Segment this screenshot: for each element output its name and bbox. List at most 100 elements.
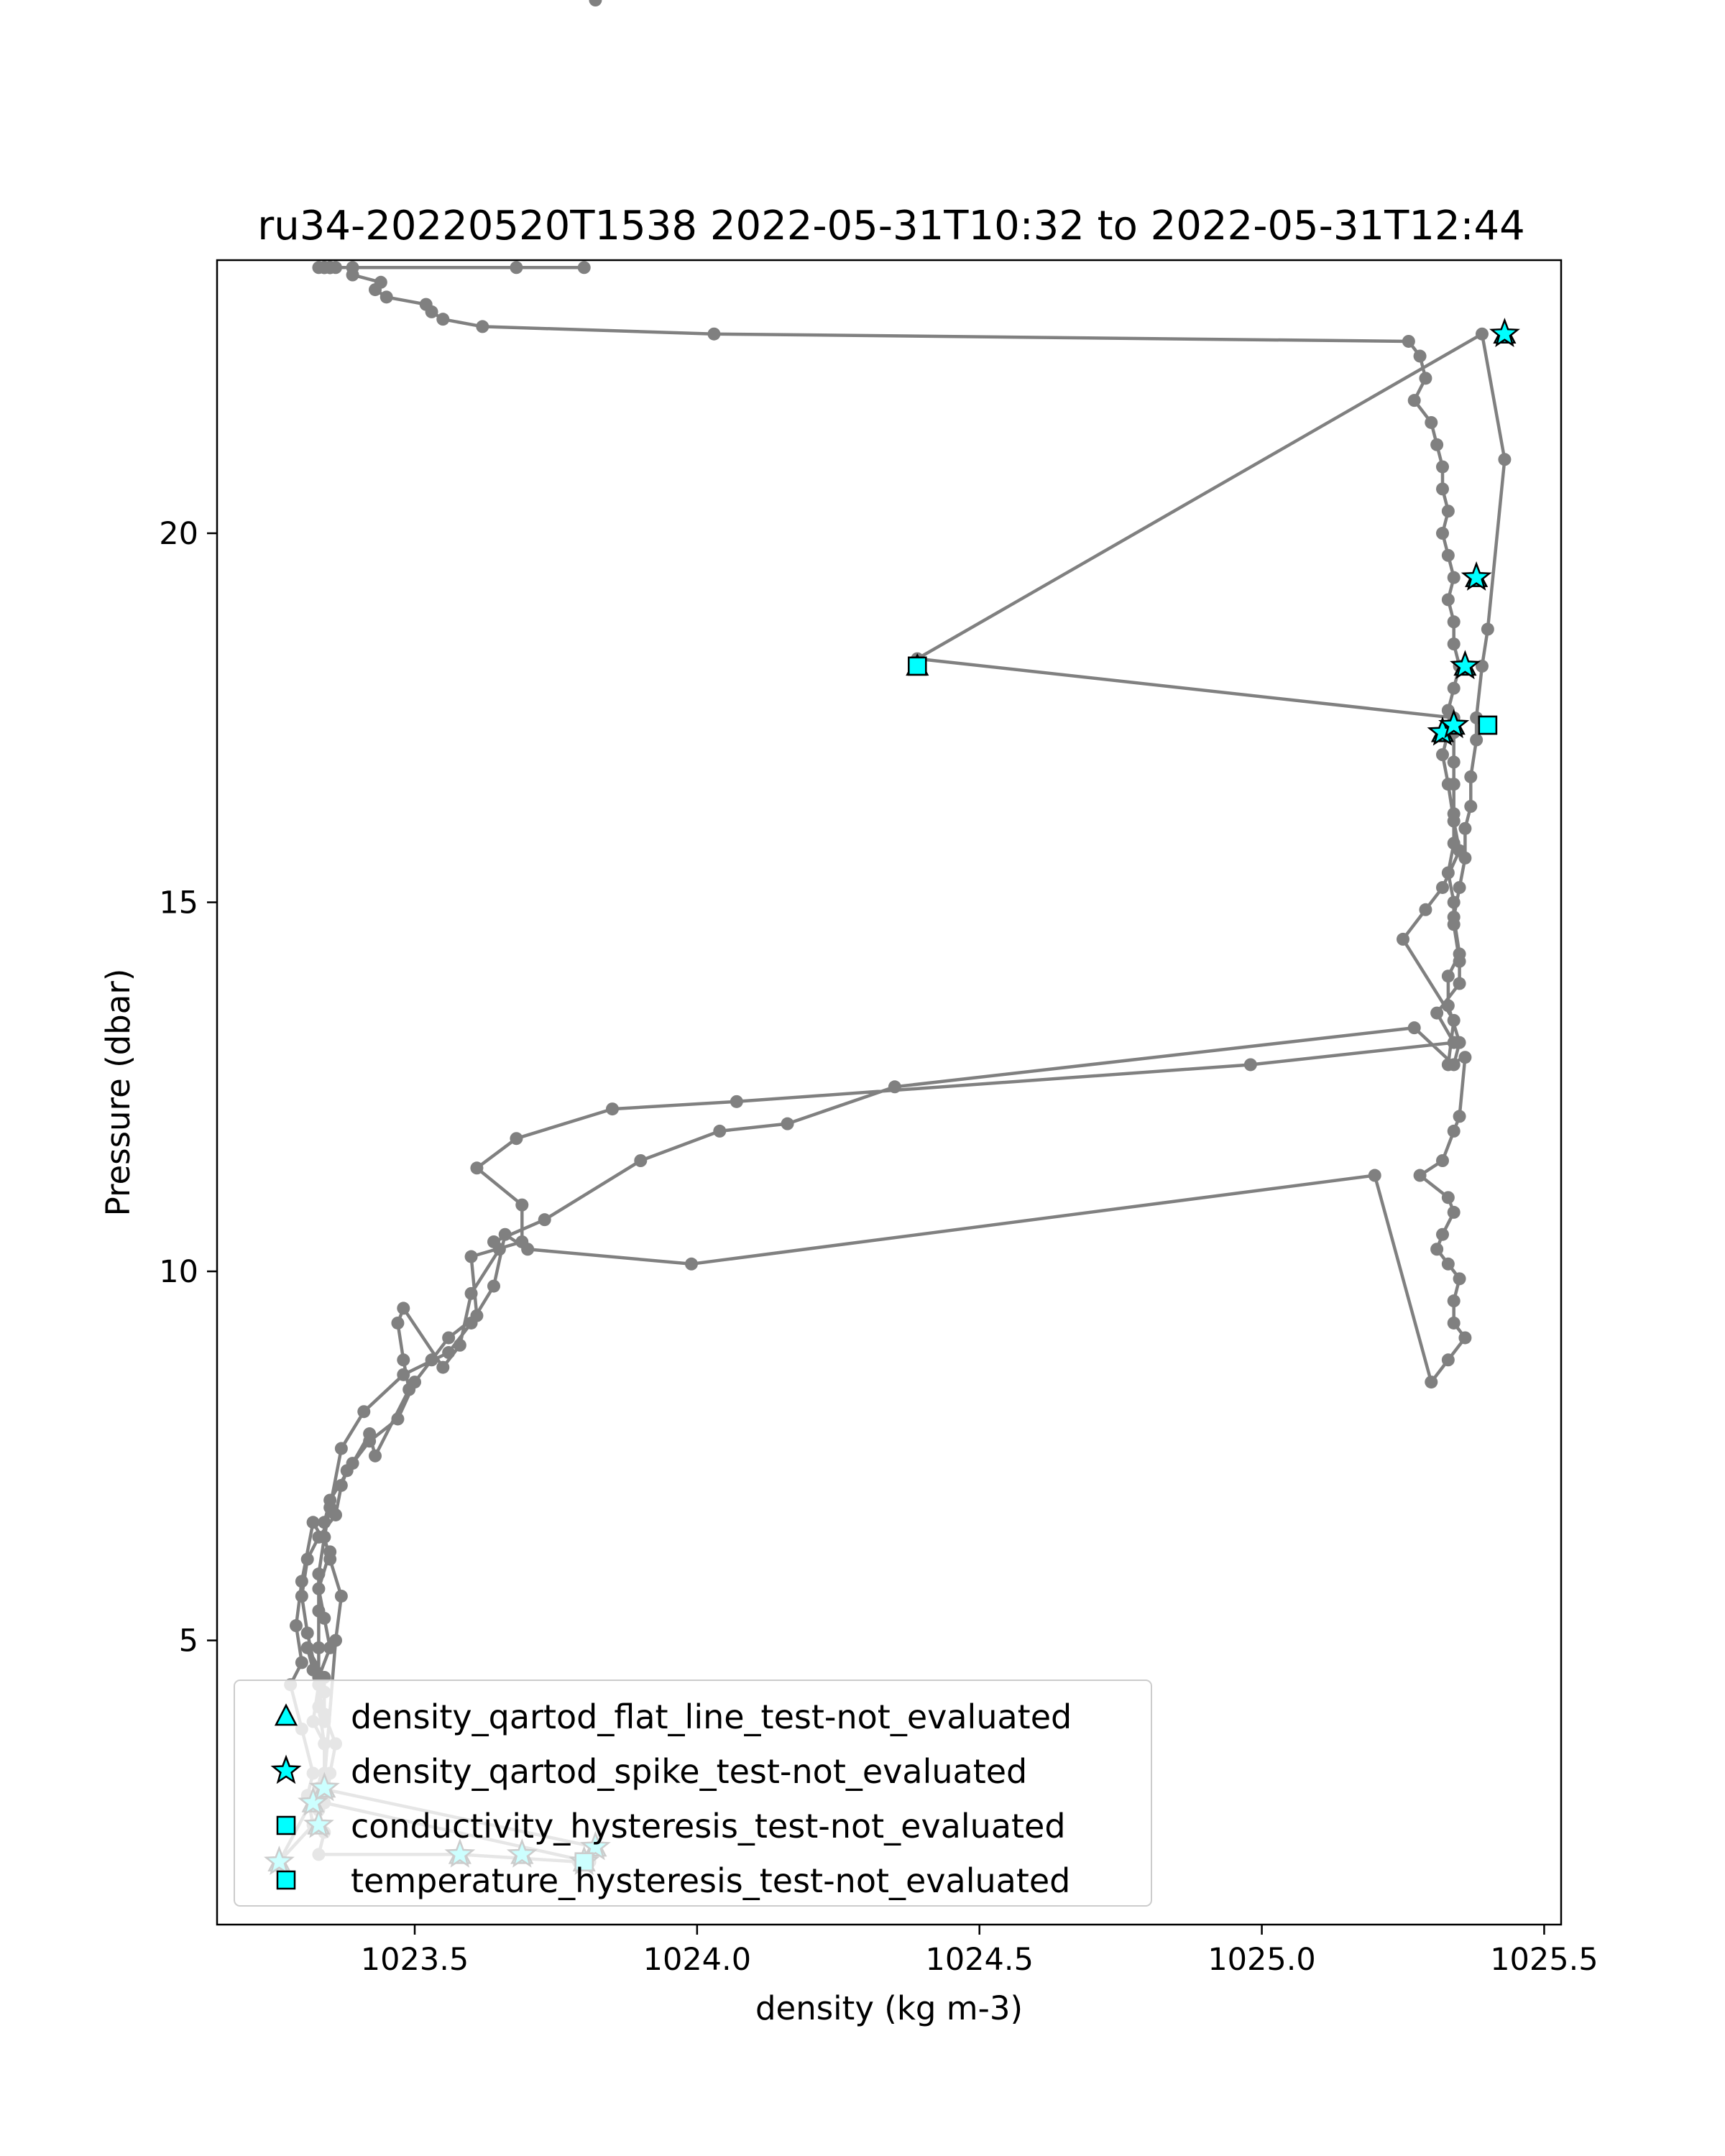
profile-point <box>1441 548 1455 562</box>
profile-point <box>1368 1169 1381 1182</box>
profile-point <box>1397 932 1409 946</box>
legend-label: temperature_hysteresis_test-not_evaluate… <box>351 1861 1070 1900</box>
profile-point <box>730 1095 743 1108</box>
star-marker <box>1438 709 1470 739</box>
profile-point <box>397 1368 410 1381</box>
profile-point <box>1447 807 1460 821</box>
x-tick-label: 1025.5 <box>1490 1942 1598 1978</box>
profile-point <box>1430 1006 1444 1020</box>
y-tick-label: 10 <box>159 1254 198 1290</box>
profile-point <box>312 1567 326 1581</box>
x-tick-label: 1024.5 <box>925 1942 1033 1978</box>
profile-point <box>464 1250 478 1263</box>
profile-point <box>470 1309 484 1322</box>
profile-point <box>369 1449 382 1462</box>
profile-point <box>1447 1013 1460 1027</box>
profile-point <box>1441 704 1455 717</box>
profile-point <box>374 275 387 289</box>
profile-point <box>425 1353 438 1367</box>
legend: density_qartod_flat_line_test-not_evalua… <box>234 1680 1152 1907</box>
profile-point <box>419 298 433 311</box>
profile-point <box>1441 1058 1455 1072</box>
profile-point <box>1447 837 1460 850</box>
plot-area-frame <box>216 259 1563 1926</box>
profile-point <box>577 261 591 275</box>
profile-point <box>1453 954 1466 968</box>
profile-point <box>436 1360 450 1374</box>
profile-point <box>1453 1272 1466 1286</box>
y-axis-ticks: 5 10 15 20 <box>159 516 217 1659</box>
profile-point <box>1464 800 1478 814</box>
legend-label: density_qartod_flat_line_test-not_evalua… <box>351 1697 1072 1736</box>
profile-point <box>1458 1051 1472 1064</box>
profile-point <box>538 1213 551 1227</box>
profile-point <box>1447 571 1460 584</box>
profile-point <box>1458 1331 1472 1345</box>
profile-point <box>1441 505 1455 518</box>
x-tick-label: 1024.0 <box>643 1942 751 1978</box>
profile-point <box>1447 1294 1460 1308</box>
profile-point <box>707 327 721 341</box>
profile-point <box>1447 637 1460 651</box>
profile-point <box>436 313 450 326</box>
profile-point <box>391 1412 405 1426</box>
profile-point <box>1453 977 1466 990</box>
profile-point <box>1441 969 1455 983</box>
profile-point <box>306 1663 320 1677</box>
profile-point <box>1425 1376 1438 1389</box>
profile-point <box>1436 748 1449 762</box>
profile-point <box>685 1257 698 1271</box>
profile-point <box>1447 615 1460 629</box>
profile-point <box>1447 1316 1460 1330</box>
profile-point <box>1441 1191 1455 1204</box>
profile-point <box>1458 821 1472 835</box>
profile-point <box>391 1316 405 1330</box>
profile-point <box>397 1302 410 1315</box>
profile-point <box>295 1656 308 1669</box>
profile-point <box>1470 733 1484 747</box>
profile-point <box>515 1198 529 1212</box>
profile-point <box>329 1634 342 1647</box>
profile-point <box>363 1434 377 1448</box>
profile-point <box>334 1478 348 1492</box>
profile-point <box>312 1582 326 1595</box>
profile-point <box>1436 880 1449 894</box>
legend-box <box>234 1680 1152 1907</box>
profile-point <box>781 1117 794 1130</box>
profile-point <box>1413 1169 1427 1182</box>
legend-label: density_qartod_spike_test-not_evaluated <box>351 1752 1027 1791</box>
profile-point <box>1413 349 1427 363</box>
profile-point <box>1498 453 1512 466</box>
profile-point <box>1476 327 1489 341</box>
profile-point <box>1481 622 1494 636</box>
profile-point <box>487 1235 500 1248</box>
profile-point <box>1447 1124 1460 1138</box>
profile-point <box>1447 755 1460 769</box>
profile-point <box>1402 334 1415 348</box>
profile-point <box>1447 918 1460 931</box>
square-marker <box>1478 715 1498 735</box>
profile-point <box>1436 1227 1449 1241</box>
profile-point <box>1436 482 1449 496</box>
profile-point <box>295 1575 308 1588</box>
legend-square-marker <box>276 1870 296 1890</box>
profile-point <box>323 261 337 275</box>
profile-point <box>323 1552 337 1566</box>
profile-point <box>1436 527 1449 540</box>
profile-point <box>442 1346 456 1360</box>
profile-point <box>380 290 393 304</box>
profile-point <box>1430 438 1444 451</box>
profile-point <box>1436 460 1449 474</box>
profile-point <box>634 1154 648 1168</box>
profile-point <box>1419 372 1432 385</box>
star-marker <box>1489 318 1520 347</box>
profile-point <box>334 1442 348 1455</box>
profile-point <box>397 1353 410 1367</box>
y-tick-label: 20 <box>159 516 198 552</box>
x-axis-label: density (kg m-3) <box>755 1989 1023 2027</box>
profile-point <box>1243 1058 1257 1072</box>
profile-point <box>329 1508 342 1521</box>
profile-point <box>1407 1021 1421 1035</box>
profile-point <box>1407 394 1421 407</box>
